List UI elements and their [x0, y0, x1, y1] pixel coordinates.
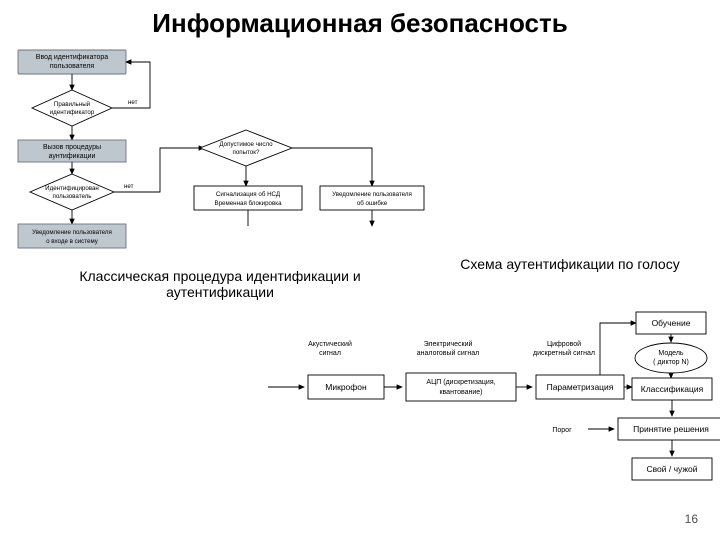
node-result-label: Свой / чужой: [646, 464, 697, 474]
node-valid-id: [32, 90, 112, 126]
node-user-authd-l2: пользователь: [52, 193, 91, 200]
node-attempts-l2: попыток?: [233, 149, 261, 156]
col-electric-l1: Электрический: [424, 340, 473, 348]
col-electric-l2: аналоговый сигнал: [417, 349, 479, 357]
caption-left: Классическая процедура идентификации и а…: [30, 268, 410, 300]
node-param-label: Параметризация: [547, 382, 614, 392]
flowchart-voice-auth: Акустический сигнал Электрический аналог…: [0, 300, 720, 530]
node-model-l1: Модель: [658, 350, 683, 357]
node-notify-login-l2: о входе в систему: [46, 238, 99, 245]
node-adc-l2: квантование): [439, 389, 482, 396]
node-valid-id-label2: идентификатор: [50, 109, 95, 116]
col-acoustic-l2: сигнал: [319, 350, 341, 357]
node-train-label: Обучение: [652, 318, 691, 328]
node-call-auth-l2: аунтификации: [49, 153, 96, 160]
node-input-id-label: Ввод идентификатора: [36, 54, 108, 61]
node-valid-id-label: Правильный: [54, 101, 91, 108]
edge-to-notify-err: [292, 148, 372, 186]
node-notify-login-l1: Уведомление пользователя: [32, 229, 112, 236]
edge-to-train: [600, 323, 636, 375]
node-classify-label: Классификация: [641, 384, 704, 394]
col-acoustic-l1: Акустический: [308, 340, 352, 348]
node-model: [635, 343, 707, 373]
node-adc-l1: АЦП (дискретизация,: [426, 379, 495, 386]
node-alarm-l2: Временная блокировка: [214, 200, 282, 207]
slide: Информационная безопасность Классическая…: [0, 0, 720, 540]
node-attempts: [200, 130, 292, 166]
node-attempts-l1: Допустимое число: [219, 141, 273, 148]
node-notify-err-l2: об ошибке: [357, 200, 388, 207]
node-input-id-label2: пользователя: [50, 63, 95, 70]
col-digital-l1: Цифровой: [547, 340, 581, 348]
node-model-l2: ( диктор N): [653, 359, 689, 366]
node-user-authd-l1: Идентифицирован: [45, 185, 99, 192]
flowchart-classic-auth: Ввод идентификатора пользователя нет Пра…: [0, 2, 440, 262]
col-digital-l2: дискретный сигнал: [533, 349, 595, 357]
node-adc: [406, 373, 516, 401]
node-decision-label: Принятие решения: [633, 424, 709, 434]
caption-right: Схема аутентификации по голосу: [430, 256, 710, 272]
node-mic-label: Микрофон: [325, 382, 367, 392]
edge-label-no2: нет: [124, 183, 134, 190]
edge-label-no: нет: [128, 99, 138, 106]
label-threshold: Порог: [552, 427, 572, 434]
node-notify-err-l1: Уведомление пользователя: [332, 191, 412, 198]
node-call-auth-l1: Вызов процедуры: [43, 144, 101, 151]
node-alarm-l1: Сигнализация об НСД: [216, 191, 281, 198]
node-user-authd: [30, 174, 114, 210]
